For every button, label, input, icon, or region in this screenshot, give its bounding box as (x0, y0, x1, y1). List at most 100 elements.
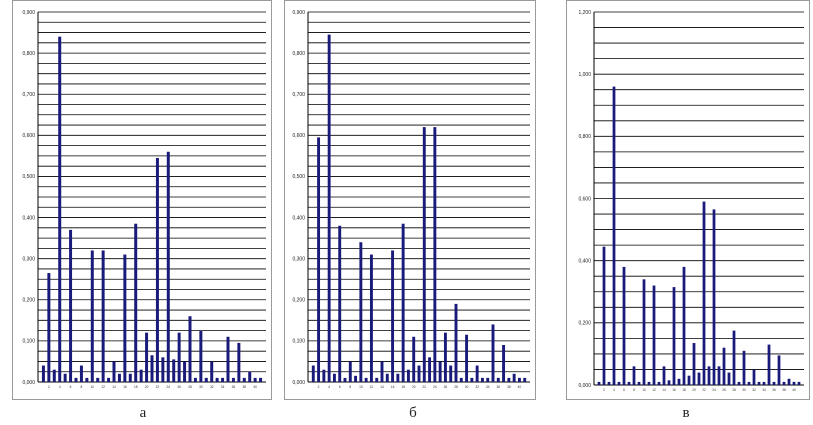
bar (401, 223, 405, 382)
bar (193, 377, 197, 382)
bar (385, 373, 389, 382)
bar (237, 342, 241, 382)
bar (722, 347, 726, 385)
bar (707, 366, 711, 385)
bar (215, 377, 219, 382)
caption-a: а (139, 405, 147, 421)
bar (762, 381, 766, 385)
bar (338, 225, 342, 382)
bar (364, 377, 368, 382)
chart-panel-b: 0,000 0,100 0,200 0,300 0,400 0,500 0,600 0,700… (284, 0, 536, 400)
x-tick-label: 28 (188, 385, 192, 389)
bar (454, 303, 458, 382)
y-tick-label: 0,800 (22, 51, 35, 57)
x-tick-label: 36 (497, 385, 501, 389)
bar (637, 381, 641, 385)
x-tick-label: 32 (752, 388, 756, 392)
x-tick-label: 12 (101, 385, 105, 389)
x-tick-label: 26 (444, 385, 448, 389)
x-tick-label: 14 (112, 385, 116, 389)
chart-panel-c: 0,000 0,200 0,400 0,600 0,800 1,000 1,200 2 4 6 8 1… (566, 0, 810, 400)
bar (134, 223, 138, 382)
x-tick-label: 24 (712, 388, 716, 392)
y-tick-label: 0,400 (292, 215, 305, 221)
y-tick-label: 0,000 (292, 380, 305, 386)
bar (210, 361, 214, 382)
bar (782, 381, 786, 385)
bar (475, 365, 479, 382)
bar (63, 373, 67, 382)
y-tick-label: 0,500 (292, 174, 305, 180)
bar (348, 361, 352, 382)
bar (259, 377, 263, 382)
bar (687, 375, 691, 385)
bar (52, 369, 56, 382)
bar (767, 344, 771, 385)
chart-a-svg: 0,000 0,100 0,200 0,300 0,400 0,500 0,600 0,700… (12, 0, 272, 400)
y-tick-label: 0,700 (22, 92, 35, 98)
bar (470, 377, 474, 382)
x-tick-label: 2 (48, 385, 50, 389)
bar (41, 365, 45, 382)
bar (607, 381, 611, 385)
bar (752, 369, 756, 385)
x-tick-label: 30 (742, 388, 746, 392)
bar (369, 254, 373, 382)
bar (712, 209, 716, 385)
y-tick-label: 0,300 (22, 256, 35, 262)
bar (188, 316, 192, 382)
bar (231, 377, 235, 382)
x-tick-label: 34 (486, 385, 490, 389)
bar (96, 377, 100, 382)
bar (702, 201, 706, 385)
bar (396, 373, 400, 382)
bar (359, 242, 363, 382)
bar (327, 34, 331, 382)
y-tick-label: 1,000 (578, 72, 591, 78)
bar (253, 377, 257, 382)
bar (74, 377, 78, 382)
bar (486, 377, 490, 382)
bar (677, 378, 681, 385)
bar (747, 381, 751, 385)
x-tick-label: 34 (762, 388, 766, 392)
bar (166, 151, 170, 382)
x-tick-label: 22 (702, 388, 706, 392)
y-tick-label: 0,200 (22, 298, 35, 304)
bar (523, 377, 527, 382)
y-tick-label: 1,200 (578, 10, 591, 16)
bar (697, 372, 701, 385)
bar (772, 381, 776, 385)
bar (787, 378, 791, 385)
x-tick-label: 16 (123, 385, 127, 389)
chart-c-frame (566, 0, 810, 400)
bar (226, 336, 230, 382)
bar (177, 332, 181, 382)
bar (647, 381, 651, 385)
x-tick-label: 2 (318, 385, 320, 389)
bar (375, 377, 379, 382)
bar (199, 330, 203, 382)
x-tick-label: 30 (465, 385, 469, 389)
bar (667, 380, 671, 385)
bar (732, 330, 736, 385)
bar (617, 381, 621, 385)
bar (507, 377, 511, 382)
y-tick-label: 0,500 (22, 174, 35, 180)
bar (417, 365, 421, 382)
x-tick-label: 4 (328, 385, 330, 389)
x-tick-label: 28 (454, 385, 458, 389)
x-tick-label: 10 (359, 385, 363, 389)
bar (128, 373, 132, 382)
x-tick-label: 18 (134, 385, 138, 389)
bar (150, 355, 154, 382)
bar (422, 127, 426, 382)
x-tick-label: 20 (692, 388, 696, 392)
bar (322, 369, 326, 382)
bar (123, 254, 127, 382)
x-tick-label: 26 (722, 388, 726, 392)
x-tick-label: 22 (423, 385, 427, 389)
y-tick-label: 0,800 (292, 51, 305, 57)
chart-b-svg: 0,000 0,100 0,200 0,300 0,400 0,500 0,600 0,700… (284, 0, 536, 400)
bar (117, 373, 121, 382)
